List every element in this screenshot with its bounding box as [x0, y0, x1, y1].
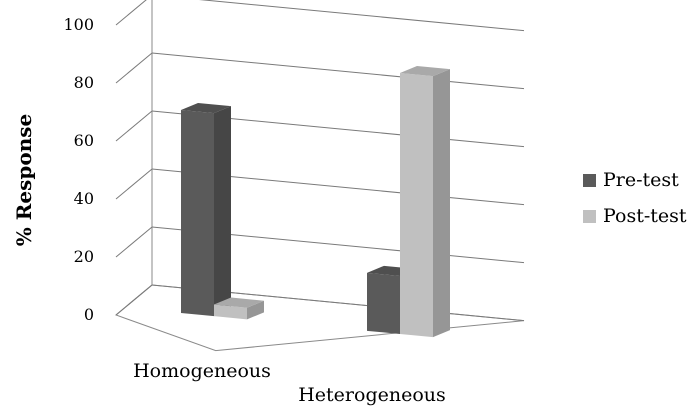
floor [115, 284, 525, 352]
category-labels: Homogeneous Heterogeneous [133, 360, 446, 406]
chart-walls [115, 0, 525, 352]
bar-post-test-heterogeneous [400, 65, 450, 338]
bar-pre-test-homogeneous [181, 103, 231, 317]
left-wall-edge [115, 0, 153, 316]
gridline-5 [198, 0, 525, 32]
category-label-heterogeneous: Heterogeneous [298, 384, 446, 406]
legend-swatch-post-test [583, 210, 596, 223]
y-tick-label: 40 [74, 189, 94, 208]
legend-label-pre-test: Pre-test [603, 169, 679, 191]
gridline-left-0 [115, 284, 153, 316]
gridline-left-3 [115, 110, 153, 142]
gridline-left-4 [115, 52, 153, 84]
y-tick-label: 100 [63, 15, 94, 34]
legend: Pre-test Post-test [583, 169, 687, 227]
gridlines [115, 0, 525, 322]
y-axis-ticks: 0 20 40 60 80 100 [63, 15, 94, 324]
gridline-left-2 [115, 168, 153, 200]
y-axis-label: % Response [12, 114, 36, 246]
y-tick-label: 20 [74, 247, 94, 266]
y-tick-label: 0 [84, 305, 94, 324]
category-label-homogeneous: Homogeneous [133, 360, 271, 382]
y-tick-label: 80 [74, 73, 94, 92]
bars [181, 65, 450, 338]
gridline-left-5 [115, 0, 147, 26]
gridline-4 [151, 52, 525, 90]
y-tick-label: 60 [74, 131, 94, 150]
legend-swatch-pre-test [583, 174, 596, 187]
legend-label-post-test: Post-test [603, 205, 687, 227]
gridline-left-1 [115, 226, 153, 258]
bar-post-test-homogeneous [214, 297, 264, 320]
